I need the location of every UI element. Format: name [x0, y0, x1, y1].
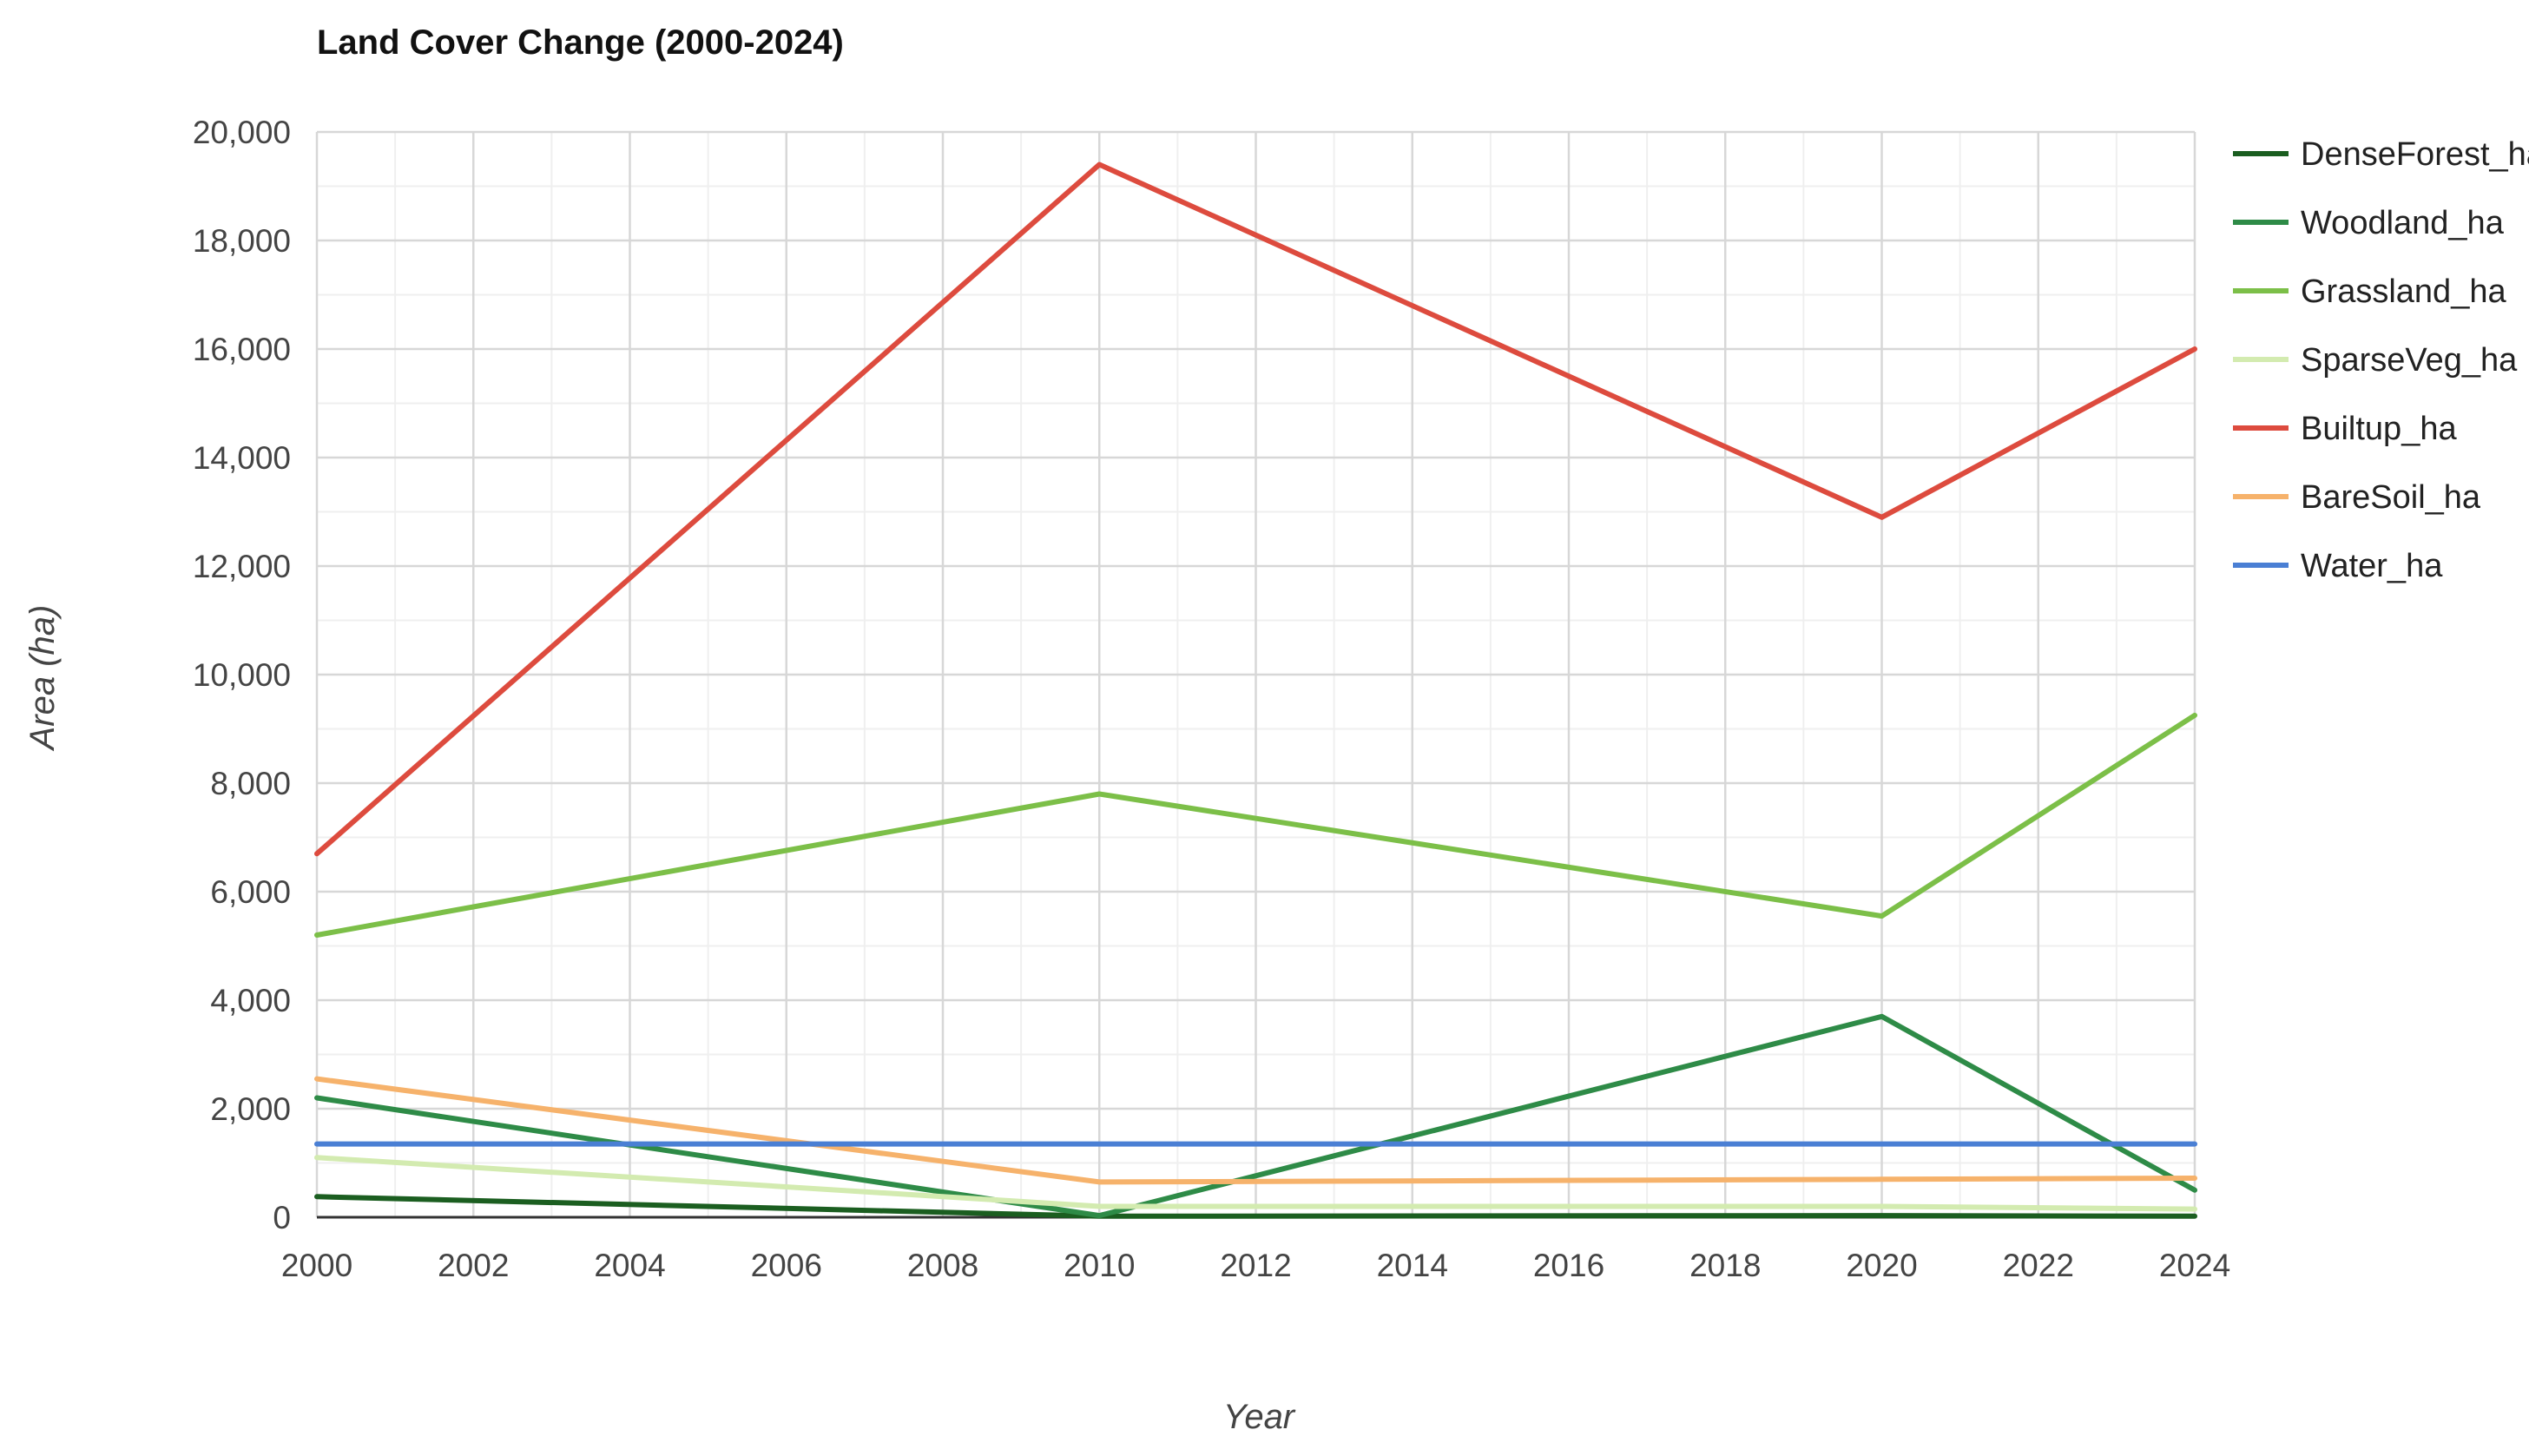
legend-label: Grassland_ha — [2301, 273, 2506, 310]
x-tick-label: 2016 — [1533, 1248, 1604, 1283]
y-tick-label: 18,000 — [193, 223, 291, 259]
y-axis-title: Area (ha) — [23, 605, 62, 752]
series-line-grassland-ha — [314, 712, 2197, 938]
series-line-denseforest-ha — [314, 1194, 2197, 1219]
legend-label: Water_ha — [2301, 548, 2443, 584]
x-tick-label: 2002 — [438, 1248, 509, 1283]
y-tick-label: 2,000 — [210, 1091, 291, 1127]
y-tick-label: 10,000 — [193, 657, 291, 693]
legend-label: Woodland_ha — [2301, 205, 2505, 241]
y-tick-label: 6,000 — [210, 874, 291, 910]
legend: DenseForest_ha Woodland_ha Grassland_ha Spa… — [2233, 136, 2529, 584]
legend-label: SparseVeg_ha — [2301, 342, 2518, 379]
y-tick-label: 8,000 — [210, 766, 291, 801]
x-tick-label: 2018 — [1689, 1248, 1761, 1283]
series-line-woodland-ha — [314, 1013, 2197, 1219]
series-line-builtup-ha — [314, 161, 2197, 857]
x-tick-label: 2024 — [2159, 1248, 2230, 1283]
x-tick-label: 2012 — [1220, 1248, 1291, 1283]
legend-label: DenseForest_ha — [2301, 136, 2529, 173]
y-tick-label: 14,000 — [193, 440, 291, 476]
x-tick-label: 2000 — [281, 1248, 352, 1283]
x-tick-label: 2020 — [1846, 1248, 1917, 1283]
x-tick-label: 2006 — [751, 1248, 822, 1283]
grid — [315, 130, 2196, 1219]
y-tick-label: 20,000 — [193, 115, 291, 150]
series-line-sparseveg-ha — [314, 1155, 2197, 1212]
x-tick-label: 2010 — [1064, 1248, 1135, 1283]
y-tick-label: 16,000 — [193, 332, 291, 367]
chart-title: Land Cover Change (2000-2024) — [317, 23, 844, 62]
series-line-baresoil-ha — [314, 1076, 2197, 1185]
x-axis-title: Year — [1223, 1398, 1296, 1436]
series-lines — [314, 161, 2197, 1219]
legend-label: Builtup_ha — [2301, 411, 2457, 447]
x-tick-label: 2008 — [907, 1248, 978, 1283]
y-tick-label: 0 — [273, 1200, 291, 1235]
y-tick-label: 12,000 — [193, 549, 291, 584]
x-tick-label: 2022 — [2003, 1248, 2074, 1283]
y-tick-label: 4,000 — [210, 983, 291, 1018]
legend-label: BareSoil_ha — [2301, 479, 2481, 516]
x-tick-label: 2014 — [1377, 1248, 1448, 1283]
tick-labels: 2000 2002 2004 2006 2008 2010 2012 2014 2016 2018… — [193, 115, 2230, 1283]
x-tick-label: 2004 — [594, 1248, 665, 1283]
